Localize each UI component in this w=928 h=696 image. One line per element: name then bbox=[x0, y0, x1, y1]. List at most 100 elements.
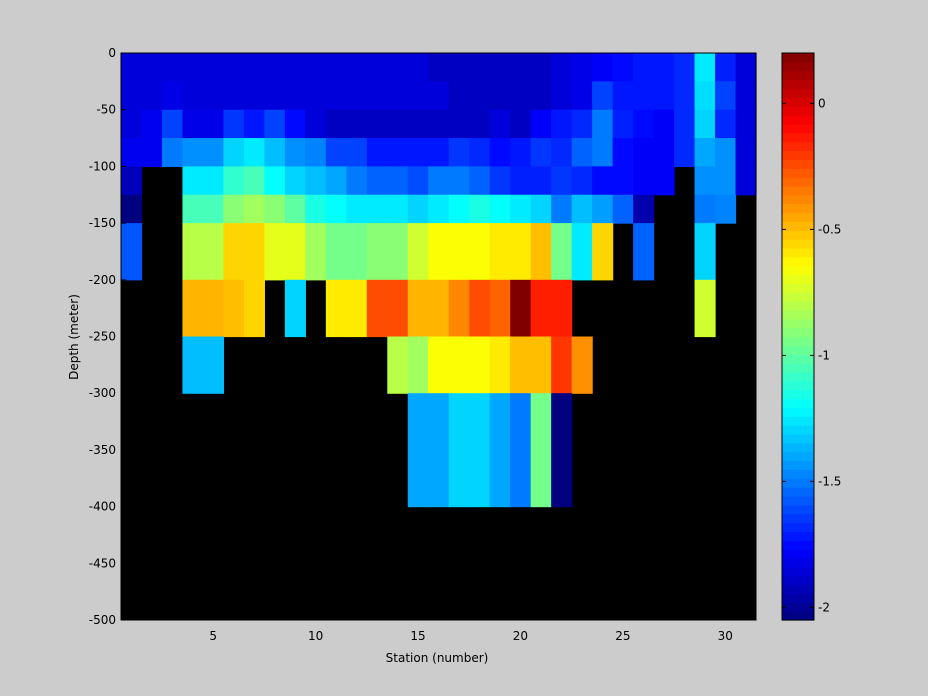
colorbar-step bbox=[782, 212, 814, 222]
heatmap-cell bbox=[551, 166, 573, 196]
heatmap-cell bbox=[571, 53, 593, 82]
colorbar-step bbox=[782, 150, 814, 160]
heatmap-cell bbox=[284, 279, 306, 338]
colorbar-step bbox=[782, 584, 814, 595]
heatmap-cell bbox=[387, 223, 409, 281]
heatmap-plot-area bbox=[121, 53, 757, 620]
heatmap-cell bbox=[202, 166, 225, 196]
y-tick-label: -100 bbox=[89, 159, 116, 173]
heatmap-cell bbox=[571, 81, 593, 111]
heatmap-cell bbox=[510, 336, 532, 394]
heatmap-cell bbox=[551, 393, 573, 508]
y-tick-label: -150 bbox=[89, 216, 116, 230]
heatmap-cell bbox=[182, 336, 204, 394]
heatmap-cell bbox=[366, 279, 388, 338]
heatmap-cell bbox=[325, 138, 347, 167]
heatmap-cell bbox=[141, 138, 163, 167]
heatmap-cell bbox=[530, 223, 552, 281]
colorbar-step bbox=[782, 185, 814, 196]
heatmap-cell bbox=[243, 109, 265, 139]
heatmap-cell bbox=[223, 223, 245, 281]
heatmap-cell bbox=[223, 194, 245, 224]
x-tick-label: 30 bbox=[718, 629, 733, 643]
heatmap-cell bbox=[530, 53, 552, 82]
heatmap-cell bbox=[428, 194, 450, 224]
heatmap-cell bbox=[305, 138, 327, 167]
heatmap-cell bbox=[387, 81, 409, 111]
heatmap-cell bbox=[510, 194, 532, 224]
heatmap-cell bbox=[694, 166, 716, 196]
heatmap-cell bbox=[715, 53, 737, 82]
heatmap-cell bbox=[202, 223, 225, 281]
heatmap-cell bbox=[735, 109, 757, 139]
colorbar-step bbox=[782, 221, 814, 231]
heatmap-cell bbox=[243, 223, 265, 281]
colorbar-step bbox=[782, 309, 814, 320]
colorbar-step bbox=[782, 513, 814, 524]
heatmap-cell bbox=[612, 53, 634, 82]
colorbar-step bbox=[782, 469, 814, 479]
heatmap-cell bbox=[715, 109, 737, 139]
colorbar-step bbox=[782, 239, 814, 249]
heatmap-cell bbox=[428, 223, 450, 281]
heatmap-cell bbox=[530, 109, 552, 139]
heatmap-cell bbox=[694, 138, 716, 167]
heatmap-cell bbox=[202, 336, 225, 394]
heatmap-cell bbox=[694, 81, 716, 111]
heatmap-cell bbox=[121, 194, 143, 224]
heatmap-cell bbox=[448, 279, 470, 338]
heatmap-cell bbox=[510, 279, 532, 338]
heatmap-cell bbox=[448, 109, 470, 139]
heatmap-cell bbox=[264, 194, 286, 224]
heatmap-cell bbox=[571, 336, 593, 394]
y-tick-label: -300 bbox=[89, 386, 116, 400]
heatmap-cell bbox=[325, 53, 347, 82]
colorbar-step bbox=[782, 230, 814, 240]
y-axis-label: Depth (meter) bbox=[67, 294, 81, 380]
heatmap-cell bbox=[202, 194, 225, 224]
colorbar-step bbox=[782, 159, 814, 169]
heatmap-cell bbox=[366, 81, 388, 111]
heatmap-cell bbox=[489, 138, 511, 167]
y-tick-label: -50 bbox=[96, 103, 116, 117]
heatmap-cell bbox=[284, 138, 306, 167]
heatmap-cell bbox=[674, 81, 696, 111]
heatmap-cell bbox=[407, 81, 429, 111]
heatmap-cell bbox=[161, 138, 184, 167]
heatmap-cell bbox=[653, 138, 675, 167]
heatmap-cell bbox=[407, 109, 429, 139]
x-tick-label: 20 bbox=[513, 629, 528, 643]
heatmap-cell bbox=[510, 223, 532, 281]
colorbar-step bbox=[782, 460, 814, 470]
heatmap-cell bbox=[530, 194, 552, 224]
heatmap-cell bbox=[469, 194, 491, 224]
colorbar-step bbox=[782, 380, 814, 391]
colorbar-step bbox=[782, 265, 814, 276]
heatmap-cell bbox=[428, 53, 450, 82]
heatmap-cell bbox=[694, 53, 716, 82]
heatmap-cell bbox=[325, 223, 347, 281]
heatmap-cell bbox=[469, 393, 491, 508]
heatmap-cell bbox=[223, 109, 245, 139]
heatmap-cell bbox=[592, 138, 614, 167]
heatmap-cell bbox=[264, 81, 286, 111]
colorbar-step bbox=[782, 557, 814, 568]
colorbar-step bbox=[782, 115, 814, 125]
heatmap-cell bbox=[346, 109, 368, 139]
heatmap-cell bbox=[489, 279, 511, 338]
heatmap-cell bbox=[223, 138, 245, 167]
heatmap-cell bbox=[489, 194, 511, 224]
heatmap-cell bbox=[674, 109, 696, 139]
heatmap-cell bbox=[694, 109, 716, 139]
colorbar-step bbox=[782, 327, 814, 338]
colorbar-step bbox=[782, 451, 814, 462]
heatmap-cell bbox=[612, 166, 634, 196]
heatmap-cell bbox=[387, 138, 409, 167]
colorbar-step bbox=[782, 88, 814, 98]
heatmap-cell bbox=[592, 223, 614, 281]
heatmap-cell bbox=[243, 81, 265, 111]
colorbar-box bbox=[781, 52, 815, 621]
colorbar-step bbox=[782, 247, 814, 258]
heatmap-cell bbox=[448, 393, 470, 508]
